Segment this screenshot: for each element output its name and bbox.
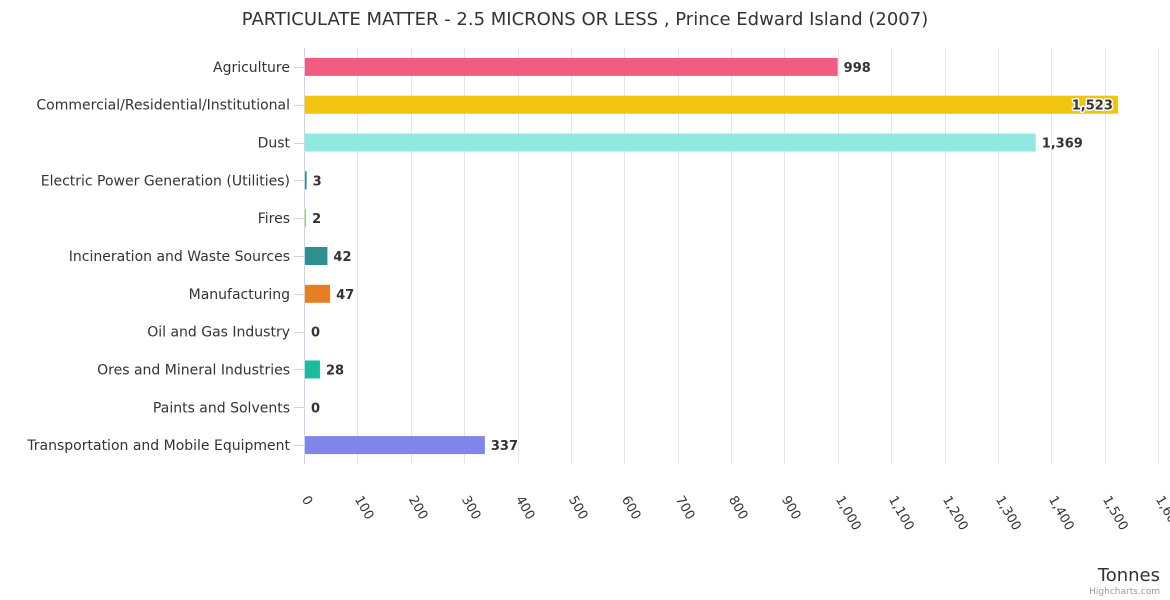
data-label: 337: [491, 439, 518, 454]
x-tick-label: 1,000: [832, 494, 864, 534]
bar[interactable]: [305, 133, 1036, 152]
bar[interactable]: [305, 95, 1118, 114]
category-label: Manufacturing: [189, 287, 290, 303]
category-label: Electric Power Generation (Utilities): [41, 173, 290, 189]
x-tick-labels: 0 100 200 300 400 500 600 700 800 900 1,000 1,100 1,…: [298, 494, 1170, 534]
data-label: 0: [311, 326, 320, 341]
bar[interactable]: [305, 284, 331, 303]
x-tick-label: 800: [725, 494, 750, 523]
bars: [305, 57, 1118, 455]
bar[interactable]: [305, 171, 307, 190]
data-labels: 998 1,523 1,369 3 2 42 47 0 28 0 337: [310, 59, 1115, 455]
bar[interactable]: [305, 209, 307, 228]
x-tick-label: 1,300: [992, 494, 1024, 534]
grid-lines: [294, 48, 1159, 464]
chart-title: PARTICULATE MATTER - 2.5 MICRONS OR LESS…: [242, 9, 928, 30]
bar[interactable]: [305, 247, 328, 265]
data-label: 42: [333, 250, 351, 265]
data-label: 998: [844, 61, 871, 76]
bar[interactable]: [305, 57, 838, 76]
category-label: Transportation and Mobile Equipment: [26, 438, 290, 454]
category-label: Agriculture: [213, 60, 290, 76]
x-tick-label: 900: [778, 494, 803, 523]
category-label: Commercial/Residential/Institutional: [36, 98, 290, 114]
x-tick-label: 300: [458, 494, 483, 523]
x-tick-label: 1,100: [885, 494, 917, 534]
x-tick-label: 500: [565, 494, 590, 523]
x-tick-label: 200: [405, 494, 430, 523]
x-tick-label: 1,400: [1045, 494, 1077, 534]
data-label: 1,523: [1072, 99, 1113, 114]
x-tick-label: 100: [351, 494, 376, 523]
data-label: 2: [312, 212, 321, 227]
bar[interactable]: [305, 436, 485, 455]
x-tick-label: 0: [298, 494, 315, 509]
x-tick-label: 400: [512, 494, 537, 523]
x-tick-label: 600: [618, 494, 643, 523]
x-tick-label: 1,500: [1099, 494, 1131, 534]
data-label: 1,369: [1042, 137, 1083, 152]
category-label: Oil and Gas Industry: [147, 325, 290, 341]
data-label: 47: [336, 288, 354, 303]
category-label: Paints and Solvents: [153, 400, 290, 416]
category-labels: Agriculture Commercial/Residential/Instit…: [26, 60, 290, 454]
data-label: 28: [326, 363, 344, 378]
category-label: Incineration and Waste Sources: [69, 249, 290, 265]
x-tick-label: 700: [672, 494, 697, 523]
category-label: Ores and Mineral Industries: [97, 362, 290, 378]
bar[interactable]: [305, 360, 320, 379]
category-label: Dust: [258, 136, 291, 152]
credits[interactable]: Highcharts.com: [1089, 587, 1160, 597]
data-label: 0: [311, 401, 320, 416]
data-label: 3: [313, 174, 322, 189]
x-axis-title: Tonnes: [1097, 565, 1160, 586]
category-label: Fires: [258, 211, 290, 227]
x-tick-label: 1,600: [1152, 494, 1170, 534]
x-tick-label: 1,200: [939, 494, 971, 534]
